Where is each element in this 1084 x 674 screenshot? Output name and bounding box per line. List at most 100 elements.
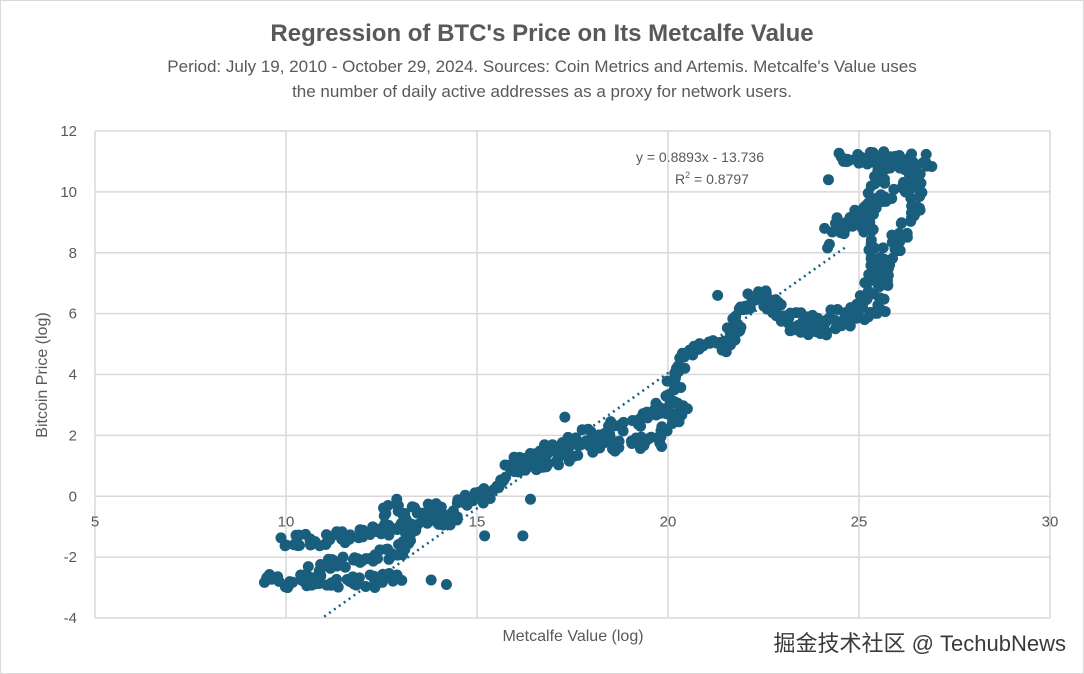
data-point	[716, 344, 728, 356]
data-point	[823, 238, 835, 250]
data-point	[656, 440, 668, 452]
data-point	[807, 309, 819, 321]
data-point	[344, 529, 356, 541]
data-point	[886, 192, 898, 204]
data-point	[671, 397, 683, 409]
x-tick-label: 5	[91, 513, 99, 530]
trendline-equation: y = 0.8893x - 13.736	[636, 149, 764, 165]
data-point	[659, 425, 671, 437]
data-point	[383, 529, 395, 541]
data-point	[315, 559, 327, 571]
x-tick-label: 15	[469, 513, 486, 530]
data-point	[367, 555, 379, 567]
data-point	[399, 527, 411, 539]
chart-subtitle-line1: Period: July 19, 2010 - October 29, 2024…	[167, 57, 917, 76]
data-point	[440, 579, 452, 591]
data-point	[908, 210, 920, 222]
data-point	[873, 271, 885, 283]
data-point	[874, 292, 886, 304]
data-point	[539, 439, 551, 451]
data-point	[878, 173, 890, 185]
data-point	[422, 510, 434, 522]
data-point	[386, 548, 398, 560]
data-point	[294, 539, 306, 551]
y-tick-label: 12	[60, 123, 77, 140]
data-point	[479, 530, 491, 542]
y-axis-label: Bitcoin Price (log)	[34, 312, 51, 437]
data-point	[526, 454, 538, 466]
data-point	[667, 408, 679, 420]
data-point	[917, 157, 929, 169]
x-tick-label: 25	[851, 513, 868, 530]
data-point	[280, 539, 292, 551]
data-point	[654, 401, 666, 413]
data-point	[885, 159, 897, 171]
data-point	[771, 309, 783, 321]
data-point	[354, 524, 366, 536]
y-tick-label: 4	[69, 367, 77, 384]
data-point	[353, 572, 365, 584]
data-point	[436, 511, 448, 523]
data-point	[712, 289, 724, 301]
data-point	[517, 530, 529, 542]
data-point	[729, 334, 741, 346]
x-tick-label: 20	[660, 513, 677, 530]
data-point	[357, 554, 369, 566]
data-point	[729, 312, 741, 324]
data-point	[287, 576, 299, 588]
data-point	[459, 489, 471, 501]
data-point	[446, 513, 458, 525]
data-point	[895, 218, 907, 230]
watermark: 掘金技术社区 @ TechubNews	[773, 631, 1066, 656]
x-tick-label: 10	[278, 513, 295, 530]
data-point	[302, 561, 314, 573]
data-point	[687, 348, 699, 360]
data-point	[822, 174, 834, 186]
data-point	[872, 279, 884, 291]
data-point	[507, 462, 519, 474]
data-point	[484, 487, 496, 499]
x-axis-label: Metcalfe Value (log)	[502, 628, 643, 645]
data-point	[920, 148, 932, 160]
trendline	[323, 244, 849, 618]
y-tick-label: 2	[69, 427, 77, 444]
data-point	[849, 204, 861, 216]
data-point	[391, 493, 403, 505]
data-point	[613, 442, 625, 454]
data-point	[859, 200, 871, 212]
data-point	[572, 449, 584, 461]
data-point	[916, 187, 928, 199]
data-point	[339, 561, 351, 573]
data-point	[303, 571, 315, 583]
data-point	[820, 325, 832, 337]
data-point	[876, 151, 888, 163]
data-point	[630, 415, 642, 427]
data-point	[865, 253, 877, 265]
y-tick-label: -4	[64, 610, 77, 627]
y-tick-label: 6	[69, 306, 77, 323]
y-tick-label: 0	[69, 488, 77, 505]
data-point	[802, 329, 814, 341]
data-point	[760, 285, 772, 297]
data-point	[865, 238, 877, 250]
data-point	[814, 317, 826, 329]
data-point	[272, 571, 284, 583]
data-point	[889, 243, 901, 255]
data-point	[735, 321, 747, 333]
data-point	[831, 212, 843, 224]
data-point	[553, 440, 565, 452]
data-point	[819, 222, 831, 234]
data-point	[877, 242, 889, 254]
data-point	[551, 455, 563, 467]
data-point	[844, 320, 856, 332]
data-point	[467, 495, 479, 507]
data-point	[618, 416, 630, 428]
data-point	[851, 309, 863, 321]
r-squared-label: R2 = 0.8797	[675, 170, 749, 187]
data-point	[867, 206, 879, 218]
chart-subtitle-line2: the number of daily active addresses as …	[292, 82, 792, 101]
data-point	[882, 263, 894, 275]
data-point	[865, 307, 877, 319]
data-point	[881, 275, 893, 287]
